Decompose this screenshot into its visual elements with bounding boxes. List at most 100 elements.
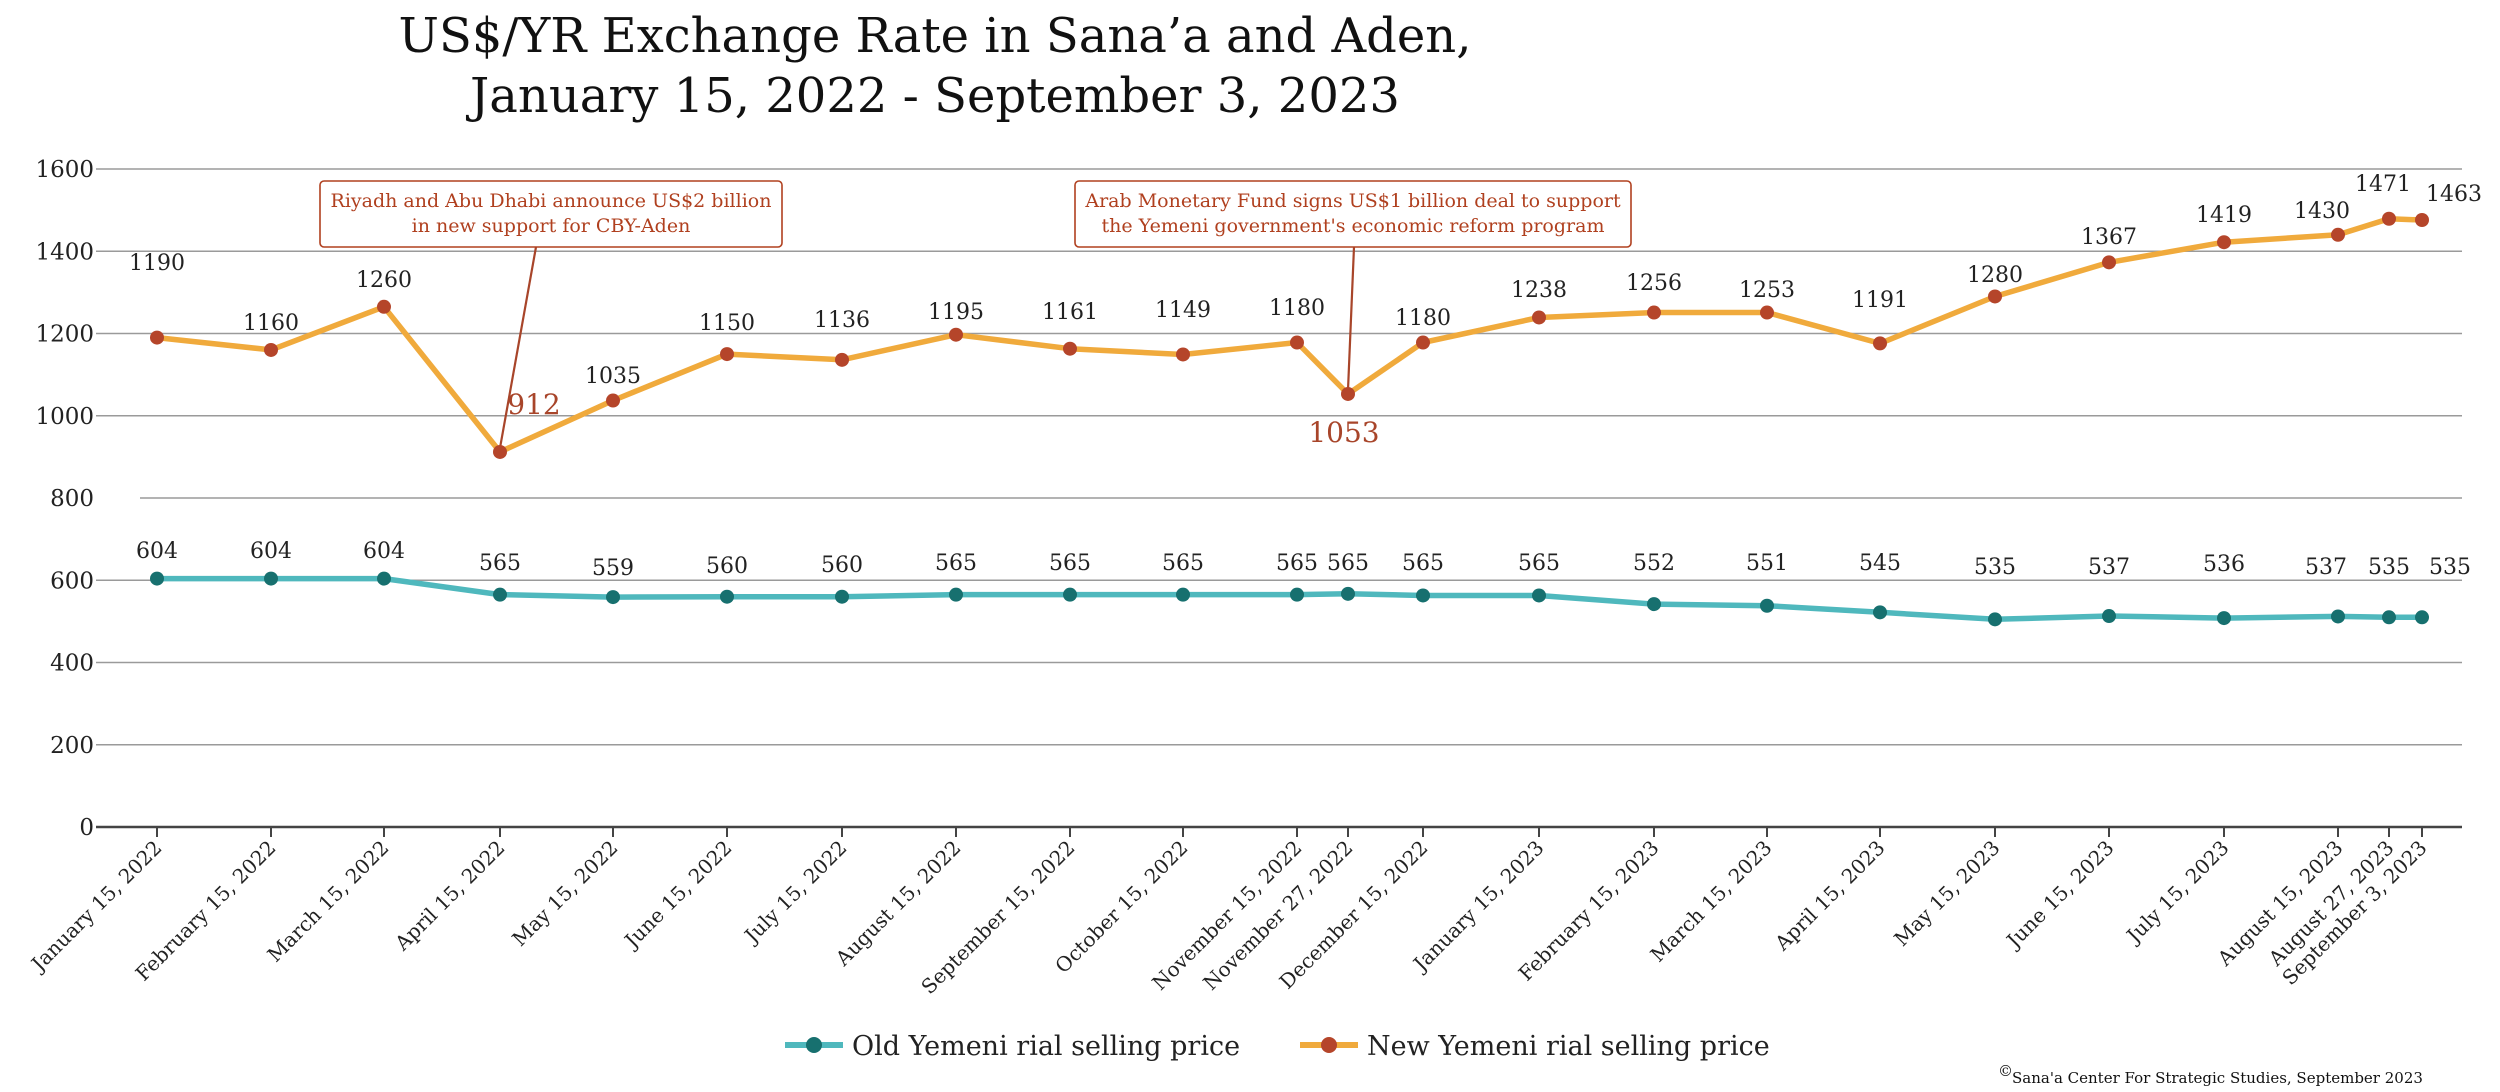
old-rial-point — [264, 571, 278, 586]
new-rial-point — [2415, 212, 2429, 227]
annotations: Riyadh and Abu Dhabi announce US$2 billi… — [319, 180, 1632, 449]
old-rial-point — [835, 589, 849, 604]
data-labels: 604 604 604 565 559 560 560 565 565 565 565 565 565 5… — [129, 172, 2482, 581]
old-rial-data-label: 551 — [1746, 551, 1788, 576]
old-rial-data-label: 535 — [1974, 555, 2016, 580]
y-tick-label: 1000 — [35, 404, 94, 430]
old-rial-data-label: 565 — [1402, 551, 1444, 576]
old-rial-data-label: 565 — [1049, 551, 1091, 576]
old-rial-data-label: 565 — [1327, 551, 1369, 576]
y-tick-label: 1400 — [35, 239, 94, 265]
new-rial-point — [493, 444, 507, 459]
old-rial-data-label: 536 — [2203, 552, 2245, 577]
old-rial-point — [1532, 588, 1546, 603]
new-rial-data-label: 1367 — [2081, 225, 2137, 250]
old-rial-point — [1416, 588, 1430, 603]
old-rial-point — [1063, 587, 1077, 602]
new-rial-point — [1416, 335, 1430, 350]
new-rial-data-label: 1419 — [2196, 203, 2252, 228]
old-rial-point — [2382, 610, 2396, 625]
new-rial-data-label: 1190 — [129, 251, 185, 276]
x-tick-label: April 15, 2023 — [1769, 836, 1889, 956]
old-rial-point — [377, 571, 391, 586]
x-tick-label: September 3, 2023 — [2277, 836, 2431, 990]
x-tick-label: July 15, 2022 — [738, 836, 851, 949]
new-rial-data-label: 1195 — [928, 300, 984, 325]
annotation-box — [319, 180, 783, 248]
new-rial-point — [835, 352, 849, 367]
new-rial-point — [1988, 289, 2002, 304]
x-tick-label: June 15, 2022 — [618, 836, 736, 954]
old-rial-data-label: 565 — [1162, 551, 1204, 576]
new-rial-point — [1532, 310, 1546, 325]
old-rial-data-label: 560 — [821, 553, 863, 578]
new-rial-data-label: 1136 — [814, 308, 870, 333]
new-rial-data-label: 1430 — [2294, 199, 2350, 224]
new-rial-data-label: 1280 — [1967, 263, 2023, 288]
old-rial-data-label: 604 — [250, 539, 292, 564]
old-rial-point — [2102, 609, 2116, 624]
x-tick-label: August 15, 2022 — [830, 836, 966, 972]
new-rial-data-label: 1191 — [1852, 288, 1908, 313]
old-rial-point — [1873, 605, 1887, 620]
legend-marker — [806, 1037, 822, 1053]
new-rial-point — [949, 327, 963, 342]
legend-label: New Yemeni rial selling price — [1367, 1031, 1770, 1062]
new-rial-point — [2217, 235, 2231, 250]
y-axis: 0 200 400 600 800 1000 1200 1400 1600 — [35, 157, 94, 841]
old-rial-point — [1647, 597, 1661, 612]
new-rial-point — [1063, 341, 1077, 356]
old-rial-data-label: 537 — [2305, 555, 2347, 580]
annotation-text: Arab Monetary Fund signs US$1 billion de… — [1084, 190, 1621, 212]
copyright-symbol: © — [1998, 1062, 2013, 1080]
credit: © Sana'a Center For Strategic Studies, Se… — [1998, 1062, 2423, 1087]
new-rial-data-label: 1238 — [1511, 278, 1567, 303]
y-tick-label: 600 — [50, 568, 94, 594]
series-layer — [150, 211, 2429, 627]
new-rial-point — [1760, 305, 1774, 320]
chart-title: US$/YR Exchange Rate in Sana’a and Aden,… — [0, 6, 1870, 126]
y-tick-label: 800 — [50, 486, 94, 512]
annotation-leader-line — [498, 246, 538, 449]
legend-marker — [1321, 1037, 1337, 1053]
old-rial-data-label: 559 — [592, 556, 634, 581]
old-rial-point — [1176, 587, 1190, 602]
y-tick-label: 0 — [79, 815, 94, 841]
old-rial-data-label: 552 — [1633, 551, 1675, 576]
old-rial-point — [720, 589, 734, 604]
new-rial-point — [1341, 386, 1355, 401]
gridlines — [96, 168, 2462, 829]
y-tick-label: 1600 — [35, 157, 94, 183]
new-rial-point — [720, 347, 734, 362]
old-rial-point — [2415, 610, 2429, 625]
new-rial-data-label: 1463 — [2426, 182, 2482, 207]
old-rial-data-label: 604 — [136, 539, 178, 564]
x-tick-label: May 15, 2023 — [1889, 836, 2004, 951]
chart-title-line-1: US$/YR Exchange Rate in Sana’a and Aden, — [398, 8, 1472, 64]
new-rial-data-label: 1161 — [1042, 300, 1098, 325]
new-rial-point — [377, 299, 391, 314]
new-rial-data-label: 1260 — [356, 268, 412, 293]
new-rial-data-label: 1471 — [2355, 172, 2411, 197]
old-rial-data-label: 565 — [1518, 551, 1560, 576]
new-rial-point — [2331, 227, 2345, 242]
new-rial-point — [150, 330, 164, 345]
annotation-leader-line — [1346, 246, 1356, 390]
new-rial-point — [264, 342, 278, 357]
x-tick-label: June 15, 2023 — [2000, 836, 2118, 954]
old-rial-data-label: 535 — [2429, 555, 2471, 580]
new-rial-point — [1647, 305, 1661, 320]
old-rial-data-label: 537 — [2088, 555, 2130, 580]
old-rial-data-label: 565 — [935, 551, 977, 576]
old-rial-data-label: 545 — [1859, 551, 1901, 576]
new-rial-point — [2382, 211, 2396, 226]
new-rial-data-label: 1180 — [1269, 296, 1325, 321]
x-tick-label: July 15, 2023 — [2120, 836, 2233, 949]
annotation-text: in new support for CBY-Aden — [412, 215, 691, 237]
new-rial-data-label: 1035 — [585, 364, 641, 389]
y-tick-label: 200 — [50, 733, 94, 759]
new-rial-data-label: 912 — [507, 388, 560, 421]
new-rial-data-label: 1053 — [1308, 416, 1379, 449]
